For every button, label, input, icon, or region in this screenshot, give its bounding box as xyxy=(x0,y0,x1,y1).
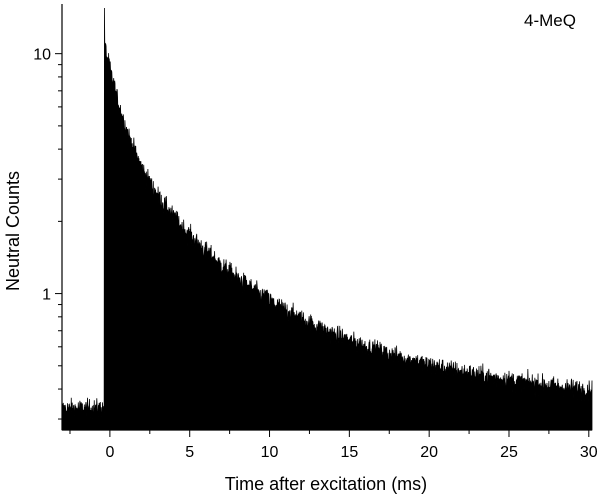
x-tick-label: 15 xyxy=(340,444,358,461)
decay-trace xyxy=(61,7,593,431)
x-tick-label: 0 xyxy=(105,444,114,461)
x-tick-label: 25 xyxy=(500,444,518,461)
x-tick-label: 5 xyxy=(185,444,194,461)
chart-annotation: 4-MeQ xyxy=(524,11,576,30)
x-axis-label: Time after excitation (ms) xyxy=(225,474,427,494)
x-tick-label: 10 xyxy=(261,444,279,461)
y-axis-label: Neutral Counts xyxy=(3,171,23,291)
y-tick-label: 10 xyxy=(33,47,51,64)
axes-layer: 0 5 10 15 20 25 30 1 10 xyxy=(33,4,598,461)
x-tick-label: 20 xyxy=(420,444,438,461)
y-tick-label: 1 xyxy=(42,287,51,304)
x-tick-label: 30 xyxy=(580,444,598,461)
data-layer xyxy=(61,7,593,431)
